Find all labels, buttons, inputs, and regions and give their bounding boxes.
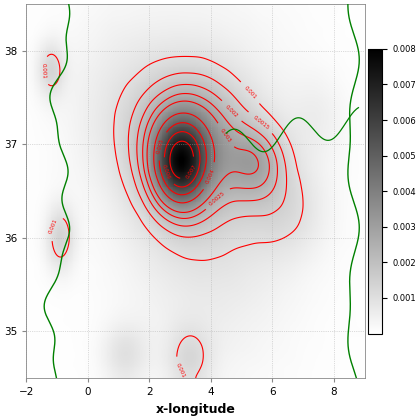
Text: 0.003: 0.003: [219, 128, 232, 143]
Text: 0.001: 0.001: [41, 63, 47, 79]
Text: 0.002: 0.002: [224, 104, 239, 118]
Text: 0.0015: 0.0015: [252, 114, 270, 130]
Text: 0.001: 0.001: [48, 218, 59, 235]
Text: 0.005: 0.005: [156, 137, 165, 154]
Text: 0.006: 0.006: [161, 164, 171, 180]
Text: 0.004: 0.004: [205, 168, 216, 185]
Text: 0.007: 0.007: [185, 163, 197, 179]
Text: 0.001: 0.001: [243, 85, 257, 100]
X-axis label: x-longitude: x-longitude: [155, 403, 236, 416]
Text: 0.0025: 0.0025: [208, 190, 226, 206]
Text: 0.001: 0.001: [175, 362, 186, 379]
